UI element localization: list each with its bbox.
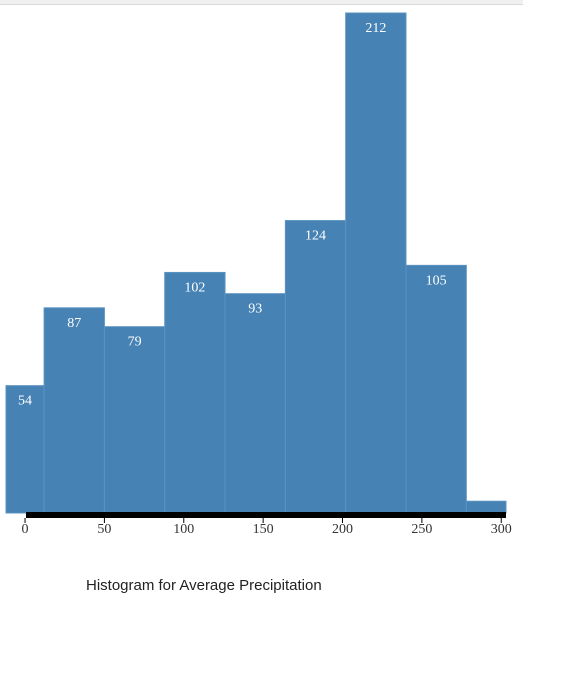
histogram-bar [164,271,226,514]
bars-group [5,12,507,514]
histogram-bar [43,307,105,514]
histogram-bar [224,293,286,514]
x-tick-label: 100 [173,522,194,537]
bar-count-label: 105 [426,273,447,288]
window-top-border [0,0,523,5]
x-axis-line [26,512,506,518]
histogram-bar [345,12,407,514]
x-tick-label: 0 [22,522,29,537]
x-tick-label: 250 [411,522,432,537]
x-axis: 0 50 100 150 200 250 300 [22,512,512,537]
bar-count-label: 212 [365,21,386,36]
histogram-bar [405,264,467,514]
x-tick-label: 200 [332,522,353,537]
histogram-bar [465,500,507,514]
x-tick-label: 300 [491,522,512,537]
histogram-bar [103,326,166,514]
bar-count-label: 124 [305,229,326,244]
histogram-bar [284,220,347,514]
x-tick-label: 150 [253,522,274,537]
x-tick-label: 50 [97,522,111,537]
bar-labels-group: 54 87 79 102 93 124 212 105 [18,21,447,409]
bar-count-label: 93 [248,302,262,317]
bar-count-label: 79 [128,335,142,350]
bar-count-label: 102 [184,280,205,295]
histogram-chart: 54 87 79 102 93 124 212 105 0 50 100 150 200 250 300 [5,12,512,537]
chart-title: Histogram for Average Precipitation [86,577,322,594]
bar-count-label: 87 [67,316,81,331]
histogram-bar [5,385,45,514]
bar-count-label: 54 [18,394,32,409]
